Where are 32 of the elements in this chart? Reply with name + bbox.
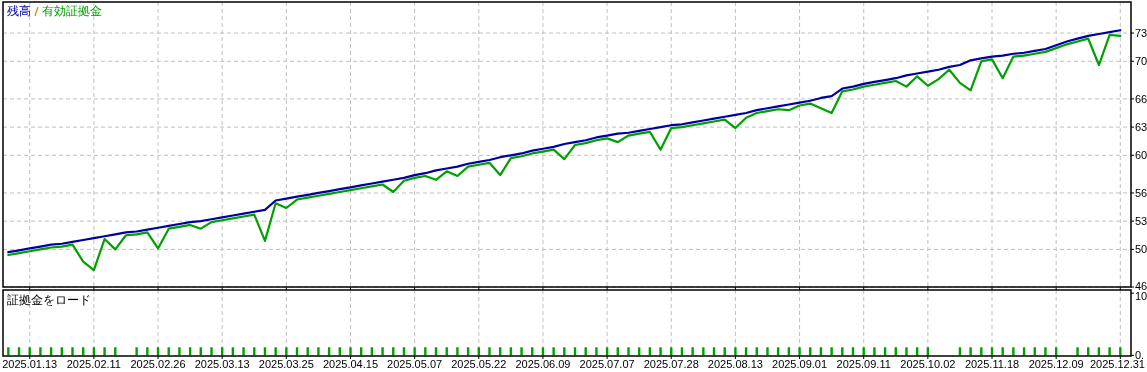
y-tick-label: 10 — [1135, 290, 1147, 302]
y-tick-label: 73 — [1135, 27, 1147, 40]
x-tick-label: 2025.04.15 — [322, 358, 379, 370]
x-tick-label: 2025.07.28 — [643, 358, 699, 370]
y-tick-label: 66 — [1135, 92, 1147, 105]
x-tick-label: 2025.12.09 — [1028, 358, 1084, 370]
x-tick-label: 2025.05.22 — [451, 358, 507, 370]
x-tick-label: 2025.03.13 — [194, 358, 250, 370]
y-tick-label: 63 — [1135, 121, 1147, 134]
x-tick-label: 2025.07.07 — [579, 358, 635, 370]
y-tick-label: 53 — [1135, 215, 1147, 228]
x-tick-label: 2025.02.26 — [130, 358, 186, 370]
chart-title: 証拠金をロード — [7, 293, 91, 307]
y-tick-label: 46 — [1135, 280, 1147, 292]
x-tick-label: 2025.08.13 — [707, 358, 763, 370]
y-tick-label: 56 — [1135, 186, 1147, 199]
y-tick-label: 70 — [1135, 55, 1147, 68]
x-tick-label: 2025.01.13 — [2, 358, 58, 370]
x-tick-label: 2025.09.01 — [772, 358, 828, 370]
y-tick-label: 0. — [1135, 349, 1145, 361]
x-tick-label: 2025.10.02 — [900, 358, 956, 370]
x-tick-label: 2025.03.25 — [258, 358, 314, 370]
text: 残高 — [7, 4, 31, 18]
text: 有効証拠金 — [42, 4, 102, 18]
y-tick-label: 50 — [1135, 243, 1147, 256]
x-tick-label: 2025.12.31 — [1089, 358, 1145, 370]
x-tick-label: 2025.06.09 — [515, 358, 571, 370]
y-tick-label: 60 — [1135, 149, 1147, 162]
x-tick-label: 2025.05.07 — [387, 358, 443, 370]
x-tick-label: 2025.02.11 — [66, 358, 122, 370]
x-tick-label: 2025.09.11 — [836, 358, 891, 370]
x-tick-label: 2025.11.18 — [964, 358, 1020, 370]
